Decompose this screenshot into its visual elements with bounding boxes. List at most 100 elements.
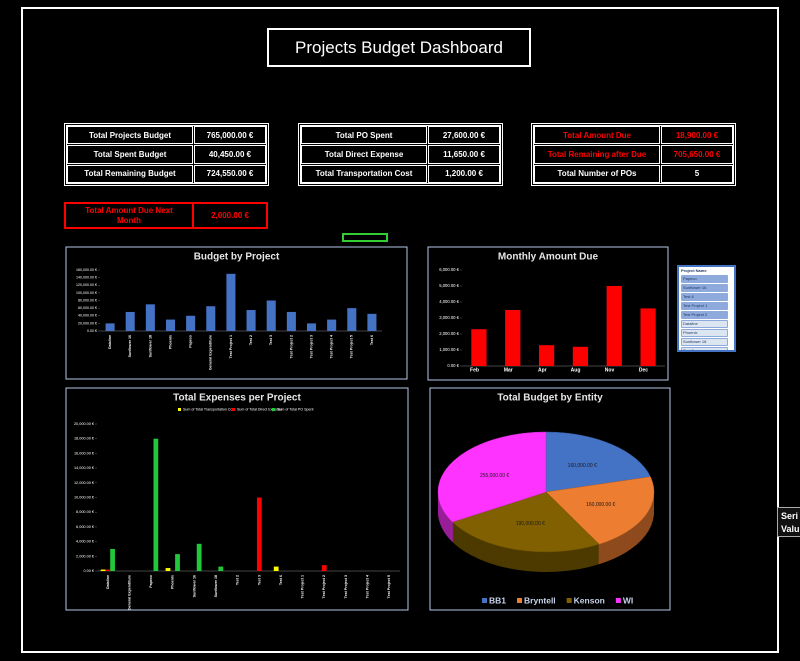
y-tick-label: 5,000.00 € xyxy=(439,283,459,288)
kpi-table: Total Amount Due 18,900.00 € Total Remaini… xyxy=(531,123,736,186)
slicer-item[interactable]: Papeco xyxy=(681,275,728,283)
x-tick-label: Test Project 1 xyxy=(301,575,305,598)
x-tick-label: Test Project 2 xyxy=(322,575,326,598)
x-tick-label: Sunflower 16 xyxy=(192,575,196,597)
pie-slice xyxy=(451,491,600,553)
x-tick-label: Test 2 xyxy=(249,335,253,345)
tooltip-line: Seri xyxy=(781,511,799,521)
bar xyxy=(196,543,202,571)
slicer-item[interactable]: Test 3 xyxy=(681,347,728,350)
bar xyxy=(306,323,317,331)
bar xyxy=(218,566,224,571)
kpi-label: Total Spent Budget xyxy=(67,145,193,164)
frame xyxy=(21,7,779,653)
bar xyxy=(606,286,622,366)
bar xyxy=(505,310,521,366)
y-tick-label: 18,000.00 € xyxy=(74,437,95,441)
slicer[interactable]: Project Name Papeco Sunflower 16 Test 6 Tes… xyxy=(677,265,736,352)
legend-label: Bryntell xyxy=(524,595,556,605)
bar xyxy=(100,569,106,571)
bar xyxy=(572,346,589,366)
legend-label: Sum of Total Direct Expense xyxy=(237,407,282,411)
x-tick-label: Apr xyxy=(538,367,547,373)
y-tick-label: 120,000.00 € xyxy=(76,283,97,287)
kpi-value: 2,000.00 € xyxy=(192,204,266,227)
y-tick-label: 0.00 € xyxy=(83,569,94,573)
bar xyxy=(256,497,262,571)
bar xyxy=(105,569,111,571)
legend-swatch xyxy=(272,408,275,411)
y-tick-label: 12,000.00 € xyxy=(74,481,95,485)
y-tick-label: 10,000.00 € xyxy=(74,496,95,500)
bar xyxy=(206,306,216,331)
chart-title: Budget by Project xyxy=(194,252,280,263)
y-tick-label: 8,000.00 € xyxy=(76,510,95,514)
selected-cell xyxy=(342,233,388,242)
bar xyxy=(246,310,256,331)
bar xyxy=(367,313,377,331)
slicer-item[interactable]: Test Project 1 xyxy=(681,302,728,310)
x-tick-label: Sunflower 16 xyxy=(128,335,132,357)
x-tick-label: Test Project 5 xyxy=(350,335,354,358)
legend-swatch xyxy=(178,408,181,411)
y-tick-label: 160,000.00 € xyxy=(76,268,97,272)
bar xyxy=(226,273,236,331)
kpi-label: Total PO Spent xyxy=(301,126,427,145)
kpi-value: 18,900.00 € xyxy=(661,126,733,145)
kpi-label: Total Amount Due xyxy=(534,126,660,145)
x-tick-label: Papeco xyxy=(149,574,153,588)
legend-label: BB1 xyxy=(489,595,506,605)
bar xyxy=(125,311,135,331)
legend-swatch xyxy=(482,598,487,603)
kpi-label: Total Direct Expense xyxy=(301,145,427,164)
kpi-label: Total Transportation Cost xyxy=(301,164,427,183)
bar xyxy=(327,319,337,331)
bar xyxy=(186,315,196,331)
y-tick-label: 140,000.00 € xyxy=(76,276,97,280)
y-tick-label: 100,000.00 € xyxy=(76,291,97,295)
y-tick-label: 14,000.00 € xyxy=(74,466,95,470)
y-tick-label: 20,000.00 € xyxy=(74,422,95,426)
slicer-item[interactable]: Dataline xyxy=(681,320,728,328)
pie-slice xyxy=(545,431,651,493)
x-tick-label: Aug xyxy=(571,367,581,373)
y-tick-label: 1,000.00 € xyxy=(439,347,459,352)
dashboard-title: Projects Budget Dashboard xyxy=(267,28,531,67)
tooltip: Seri Valu xyxy=(777,507,800,537)
kpi-label: Total Projects Budget xyxy=(67,126,193,145)
kpi-label: Total Number of POs xyxy=(534,164,660,183)
x-tick-label: Test 6 xyxy=(370,335,374,345)
x-tick-label: Test Project 1 xyxy=(229,335,233,358)
chart-title: Total Budget by Entity xyxy=(497,393,603,404)
kpi-value: 724,550.00 € xyxy=(194,164,266,183)
y-tick-label: 3,000.00 € xyxy=(439,315,459,320)
bar xyxy=(266,300,276,331)
bar xyxy=(153,438,159,571)
bar xyxy=(110,548,115,571)
bar xyxy=(165,568,171,571)
legend-label: Kenson xyxy=(574,595,605,605)
slicer-item[interactable]: Sunflower 18 xyxy=(681,338,728,346)
next-month-box: Total Amount Due Next Month 2,000.00 € xyxy=(64,202,268,229)
legend-swatch xyxy=(232,408,235,411)
legend-label: WI xyxy=(623,595,633,605)
x-tick-label: Test Project 3 xyxy=(309,335,313,358)
legend-swatch xyxy=(566,598,572,603)
x-tick-label: Mar xyxy=(504,367,513,373)
kpi-value: 27,600.00 € xyxy=(428,126,500,145)
slicer-item[interactable]: Phoenix xyxy=(681,329,728,337)
slicer-item[interactable]: Test Project 2 xyxy=(681,311,728,319)
slicer-item[interactable]: Test 6 xyxy=(681,293,728,301)
chart-panel xyxy=(65,387,409,611)
y-tick-label: 6,000.00 € xyxy=(76,525,95,529)
y-tick-label: 0.00 € xyxy=(87,329,97,333)
x-tick-label: Test Project 4 xyxy=(365,575,369,598)
legend-swatch xyxy=(517,598,523,603)
slicer-item[interactable]: Sunflower 16 xyxy=(681,284,728,292)
bar xyxy=(145,304,155,331)
data-label: 255,000.00 € xyxy=(480,473,509,479)
x-tick-label: Phoenix xyxy=(171,575,175,589)
kpi-value: 40,450.00 € xyxy=(194,145,266,164)
x-tick-label: Feb xyxy=(470,367,479,373)
